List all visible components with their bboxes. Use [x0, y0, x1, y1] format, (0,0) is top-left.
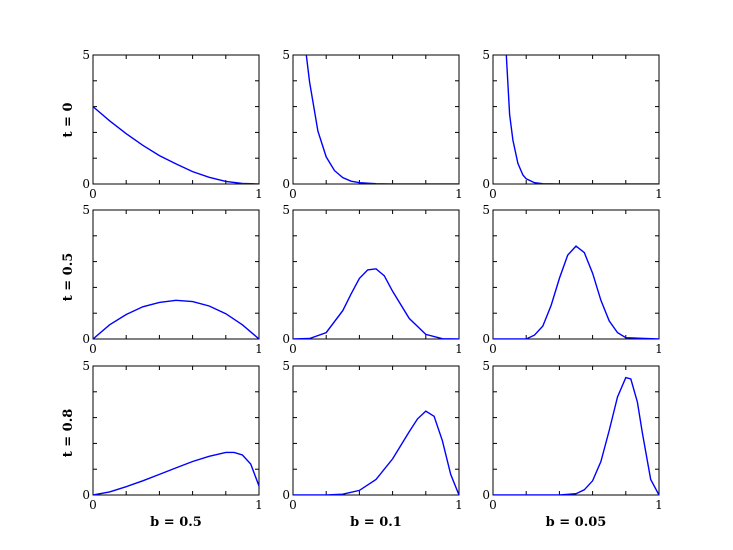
row-label-2: t = 0.5 — [61, 253, 76, 302]
panel-r3-c3: 0 5 0 1 — [482, 359, 662, 512]
series-line — [93, 106, 259, 184]
x-tick-label: 0 — [489, 342, 497, 356]
axes-frame — [92, 365, 260, 496]
y-tick-label: 0 — [82, 177, 90, 191]
series-line — [493, 245, 659, 339]
y-tick-label: 0 — [282, 488, 290, 502]
x-tick-label: 0 — [89, 342, 97, 356]
x-tick-label: 0 — [289, 187, 297, 201]
x-tick-label: 0 — [489, 187, 497, 201]
y-tick-label: 0 — [82, 488, 90, 502]
y-tick-label: 0 — [482, 488, 490, 502]
y-tick-label: 0 — [282, 332, 290, 346]
axes-frame — [492, 209, 660, 340]
row-label-1: t = 0 — [61, 103, 76, 138]
series-line — [93, 451, 259, 495]
y-tick-label: 0 — [482, 177, 490, 191]
panel-r3-c1: 0 5 0 1 — [82, 359, 262, 512]
x-tick-label: 1 — [455, 187, 463, 201]
x-tick-label: 0 — [489, 498, 497, 512]
x-tick-label: 1 — [455, 498, 463, 512]
series-line — [493, 376, 659, 495]
series-line — [293, 268, 459, 339]
y-tick-label: 5 — [482, 203, 490, 217]
x-tick-label: 1 — [255, 187, 263, 201]
y-tick-label: 5 — [282, 203, 290, 217]
column-label-2: b = 0.1 — [350, 515, 402, 530]
y-tick-label: 5 — [482, 359, 490, 373]
panel-r3-c2: 0 5 0 1 — [282, 359, 462, 512]
series-line — [293, 410, 459, 495]
x-tick-label: 1 — [255, 498, 263, 512]
y-tick-label: 5 — [282, 48, 290, 62]
series-line — [93, 299, 259, 339]
x-tick-label: 1 — [455, 342, 463, 356]
x-tick-label: 1 — [655, 342, 663, 356]
column-label-1: b = 0.5 — [150, 515, 202, 530]
panel-r1-c3: 0 5 0 1 — [482, 48, 662, 201]
x-tick-label: 0 — [289, 498, 297, 512]
y-tick-label: 5 — [82, 359, 90, 373]
labels-layer: b = 0.5 b = 0.1 b = 0.05 t = 0 t = 0.5 t… — [61, 103, 606, 531]
column-label-3: b = 0.05 — [546, 515, 607, 530]
x-tick-label: 0 — [89, 187, 97, 201]
y-tick-label: 0 — [282, 177, 290, 191]
axes-frame — [92, 209, 260, 340]
panel-r1-c2: 0 5 0 1 — [282, 48, 462, 201]
axes-frame — [492, 365, 660, 496]
y-tick-label: 0 — [82, 332, 90, 346]
x-tick-label: 1 — [655, 187, 663, 201]
row-label-3: t = 0.8 — [61, 409, 76, 458]
y-tick-label: 5 — [82, 203, 90, 217]
axes-frame — [292, 54, 460, 185]
axes-frame — [92, 54, 260, 185]
panel-r1-c1: 0 5 0 1 — [82, 48, 262, 201]
y-tick-label: 0 — [482, 332, 490, 346]
panel-r2-c1: 0 5 0 1 — [82, 203, 262, 356]
y-tick-label: 5 — [482, 48, 490, 62]
panel-r2-c2: 0 5 0 1 — [282, 203, 462, 356]
x-tick-label: 0 — [289, 342, 297, 356]
y-tick-label: 5 — [282, 359, 290, 373]
axes-frame — [292, 365, 460, 496]
panel-r2-c3: 0 5 0 1 — [482, 203, 662, 356]
series-line — [505, 55, 659, 184]
x-tick-label: 1 — [655, 498, 663, 512]
axes-frame — [292, 209, 460, 340]
series-line — [305, 55, 459, 184]
y-tick-label: 5 — [82, 48, 90, 62]
x-tick-label: 1 — [255, 342, 263, 356]
x-tick-label: 0 — [89, 498, 97, 512]
